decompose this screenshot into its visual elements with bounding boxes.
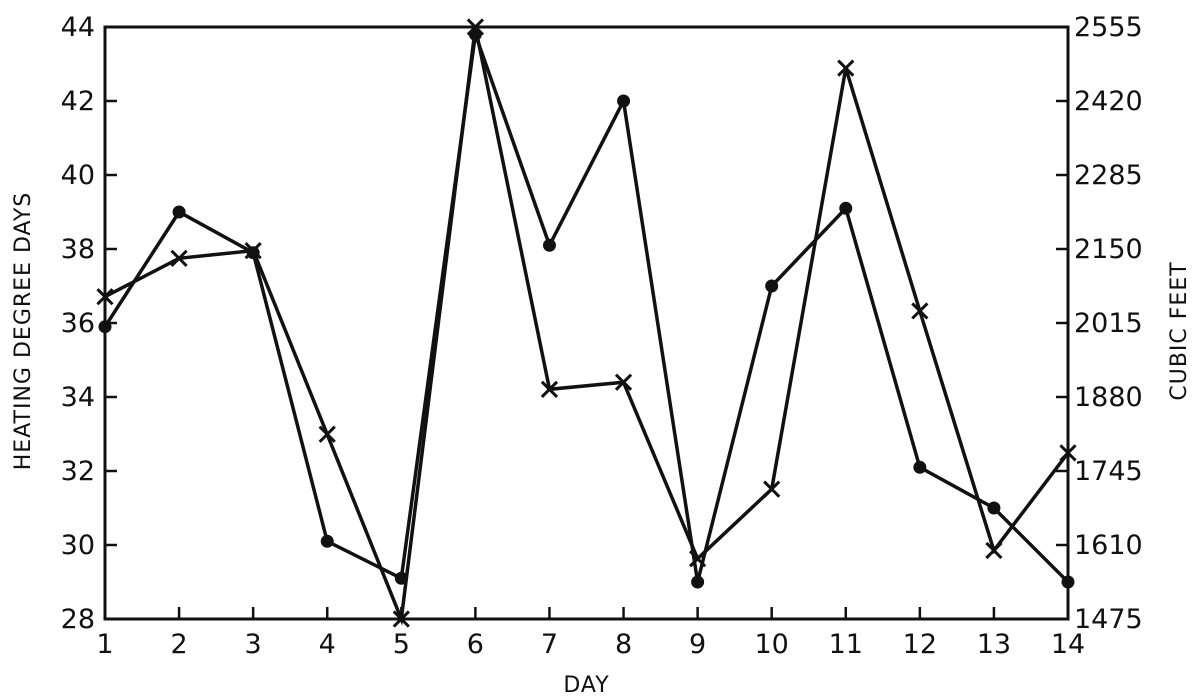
x-tick-label: 5 (393, 629, 410, 660)
x-tick-label: 7 (541, 629, 558, 660)
series-2-point (540, 380, 559, 398)
series-1-point (765, 279, 779, 293)
x-tick-label: 2 (170, 629, 187, 660)
series-1-point (1061, 575, 1075, 589)
x-tick-label: 6 (467, 629, 484, 660)
series-2-line (104, 26, 1070, 626)
series-2-point (318, 425, 336, 443)
left-tick-label: 36 (61, 308, 95, 339)
x-tick-label: 14 (1051, 629, 1085, 660)
x-tick-label: 13 (977, 629, 1011, 660)
x-axis: 1 2 3 4 5 6 7 8 9 10 11 12 13 14 (96, 607, 1085, 660)
left-tick-label: 44 (61, 12, 95, 43)
series-2-point (96, 288, 114, 306)
left-y-axis: 28 30 32 34 36 38 40 42 44 (61, 12, 117, 635)
series-1-point (839, 201, 853, 215)
right-tick-label: 2555 (1074, 12, 1143, 43)
series-2-point (985, 541, 1003, 560)
series-1-point (542, 238, 556, 252)
left-tick-label: 30 (61, 530, 95, 561)
x-tick-label: 12 (903, 629, 937, 660)
left-tick-label: 38 (61, 234, 95, 265)
right-y-axis: 1475 1610 1745 1880 2015 2150 2285 2420 2555 (1056, 12, 1143, 635)
x-tick-label: 1 (96, 629, 113, 660)
left-tick-label: 32 (61, 456, 95, 487)
x-tick-label: 10 (755, 629, 789, 660)
right-tick-label: 1475 (1074, 604, 1143, 635)
series-1-point (987, 501, 1001, 515)
right-tick-label: 2150 (1074, 234, 1143, 265)
x-axis-title: DAY (563, 673, 609, 698)
series-layer (96, 18, 1077, 628)
left-tick-label: 28 (61, 604, 95, 635)
left-y-axis-title: HEATING DEGREE DAYS (11, 192, 36, 470)
series-2-point (837, 59, 855, 77)
left-tick-label: 40 (61, 160, 95, 191)
series-1-point (172, 205, 186, 219)
series-2-point (170, 249, 188, 267)
x-tick-label: 3 (245, 629, 262, 660)
right-y-axis-title: CUBIC FEET (1167, 261, 1192, 400)
series-1-point (691, 575, 705, 589)
series-1-point (98, 320, 112, 334)
x-tick-label: 11 (829, 629, 863, 660)
series-2-point (1059, 444, 1077, 462)
right-tick-label: 1610 (1074, 530, 1143, 561)
series-1-point (913, 460, 927, 474)
x-tick-label: 9 (689, 629, 706, 660)
series-1-point (320, 534, 334, 548)
series-2-point (614, 373, 633, 391)
x-tick-label: 4 (319, 629, 336, 660)
series-2-point (688, 550, 707, 568)
series-2-point (244, 242, 262, 260)
series-2-point (763, 480, 781, 498)
right-tick-label: 1880 (1074, 382, 1143, 413)
left-tick-label: 34 (61, 382, 95, 413)
right-tick-label: 2015 (1074, 308, 1143, 339)
right-tick-label: 2285 (1074, 160, 1143, 191)
right-tick-label: 2420 (1074, 86, 1143, 117)
series-1-line (103, 33, 1070, 584)
x-tick-label: 8 (615, 629, 632, 660)
series-2-point (911, 302, 929, 320)
series-2-point (466, 18, 485, 36)
right-tick-label: 1745 (1074, 456, 1143, 487)
series-1-point (617, 94, 631, 108)
left-tick-label: 42 (61, 86, 95, 117)
series-2-point (392, 610, 410, 628)
